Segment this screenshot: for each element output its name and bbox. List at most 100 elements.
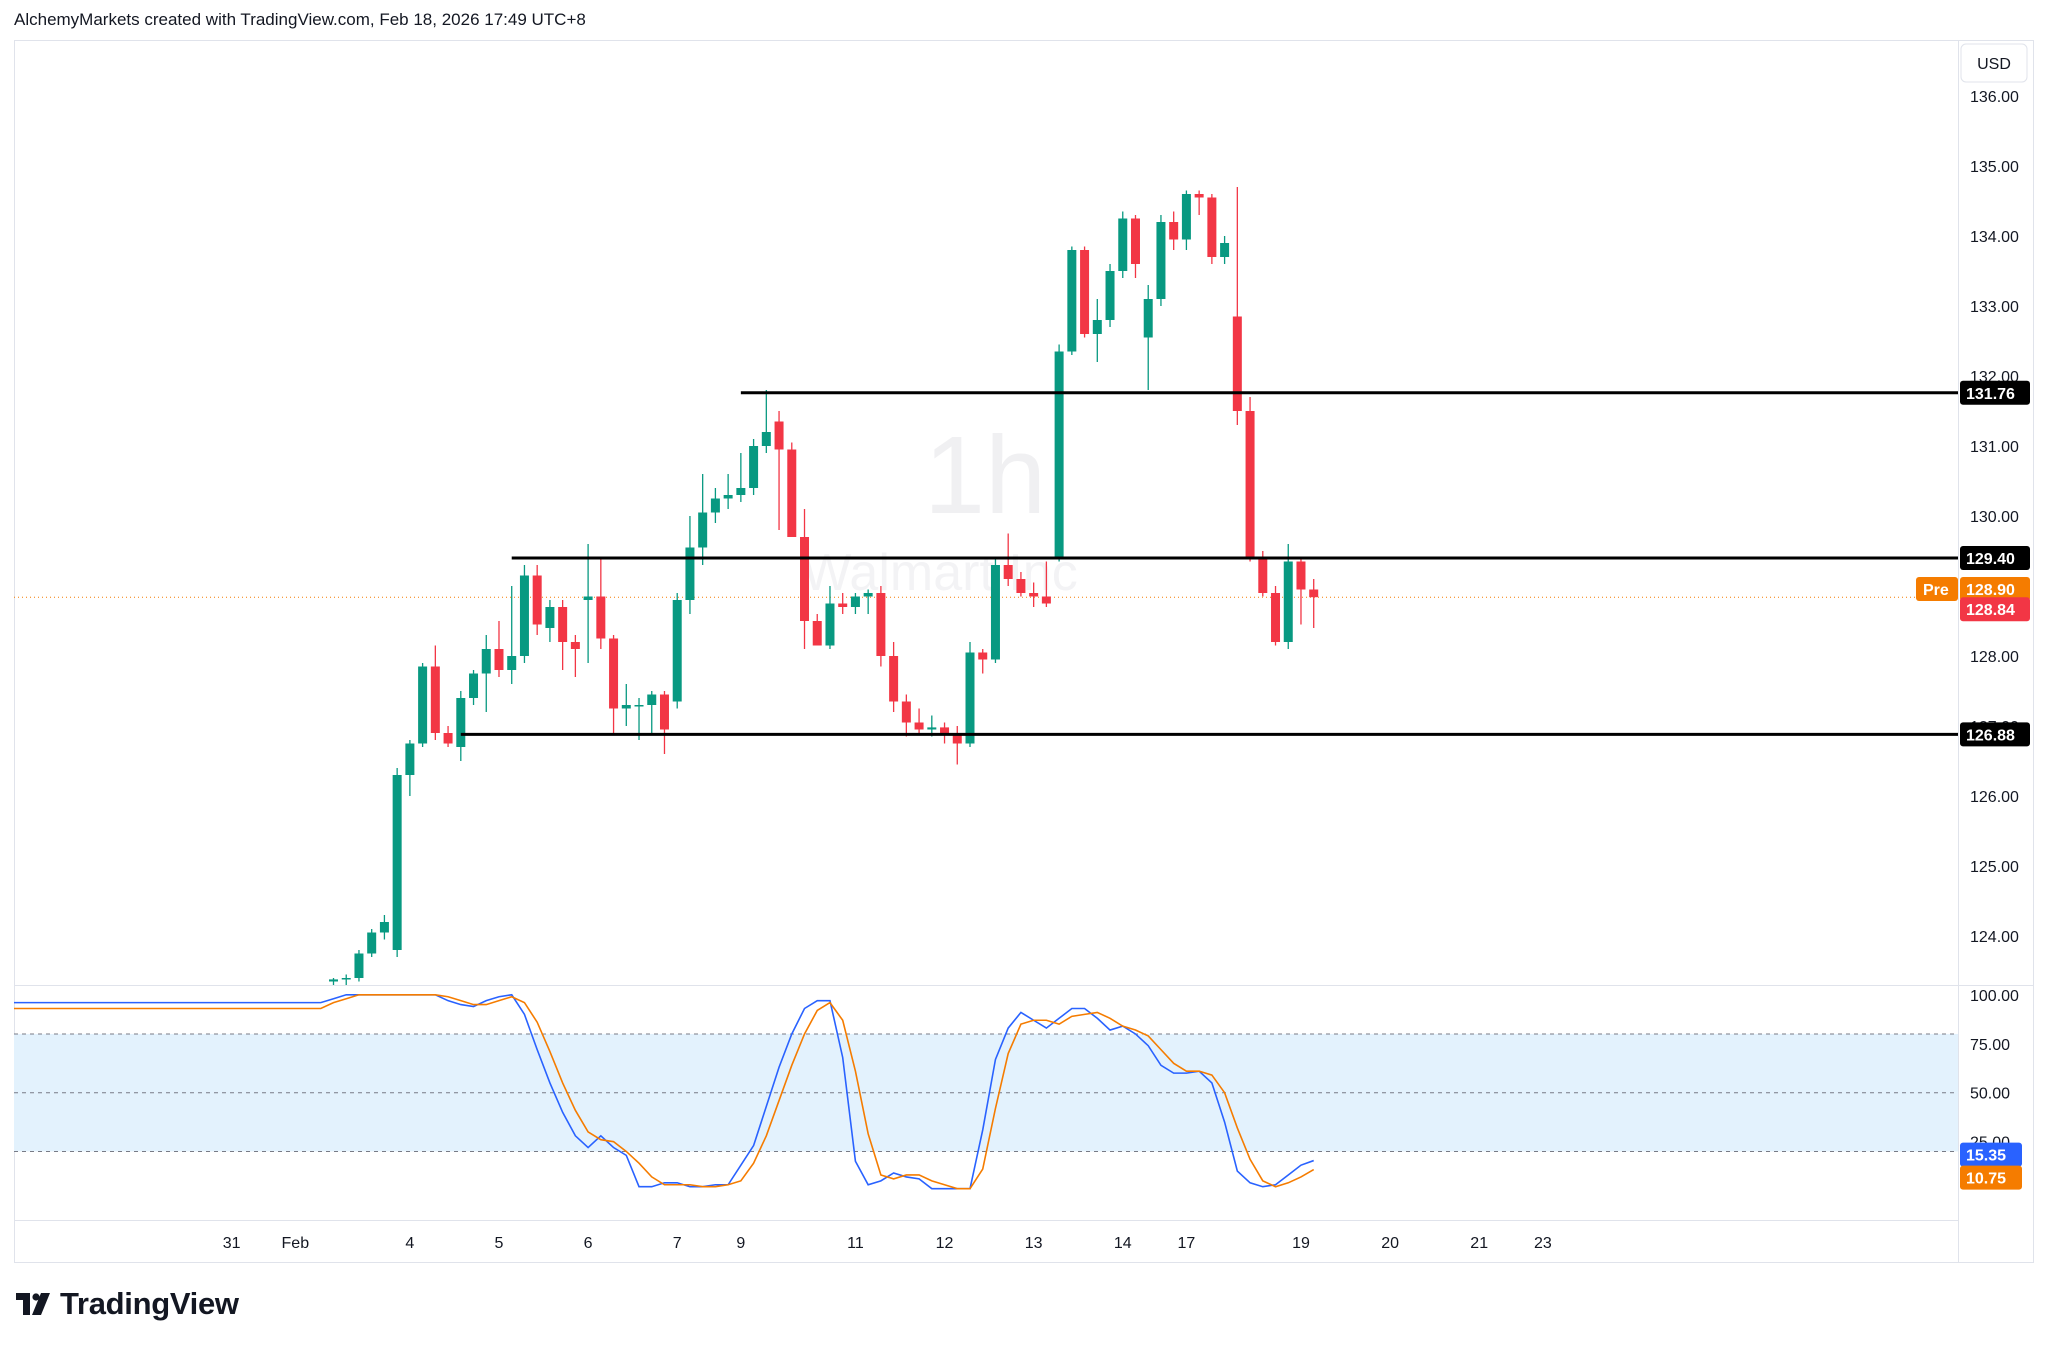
candle [367, 929, 377, 957]
candle-body [1029, 593, 1039, 597]
candle [876, 586, 886, 667]
stochastic-k-tag: 15.35 [1960, 1142, 2022, 1167]
candle-body [1271, 593, 1281, 642]
stochastic-tick-label: 50.00 [1970, 1086, 2010, 1103]
candle [1029, 582, 1039, 607]
price-axis[interactable]: 124.00125.00126.00127.00128.00129.00130.… [1970, 89, 2019, 946]
candle-body [1207, 197, 1217, 257]
candle-body [545, 607, 555, 628]
tradingview-wordmark: TradingView [60, 1286, 239, 1321]
candle [787, 442, 797, 537]
level-price-tag-bg [1960, 722, 2030, 747]
candle-body [1143, 299, 1153, 338]
candle [965, 642, 975, 747]
stochastic-tick-label: 75.00 [1970, 1037, 2010, 1054]
stochastic-d-line [14, 993, 1315, 1190]
last-price-tag-text: 128.84 [1966, 602, 2015, 619]
candle-body [1118, 218, 1128, 271]
candle-body [876, 593, 886, 656]
time-tick-label: 6 [584, 1235, 593, 1252]
candle [481, 635, 491, 712]
candle [901, 694, 911, 737]
stochastic-lines [14, 993, 1315, 1190]
candle [405, 740, 415, 796]
candle [914, 708, 924, 733]
time-tick-label: 21 [1470, 1235, 1488, 1252]
candle [1309, 579, 1319, 628]
tradingview-logo-icon [16, 1293, 50, 1315]
candle [532, 565, 542, 635]
stochastic-k-tag-text: 15.35 [1966, 1148, 2006, 1165]
stochastic-band-fill [14, 1033, 1958, 1152]
candle-body [1296, 561, 1306, 590]
candle [863, 589, 873, 614]
candle [1105, 264, 1115, 327]
candle-body [1092, 320, 1102, 334]
pre-session-label: Pre [1916, 577, 1958, 601]
candle-body [367, 932, 377, 954]
candle-body [1169, 222, 1179, 240]
candle-body [430, 666, 440, 733]
candle-body [1245, 411, 1255, 558]
stochastic-tick-label: 100.00 [1970, 988, 2019, 1005]
tradingview-logo[interactable]: TradingView [16, 1286, 239, 1322]
candle-body [774, 421, 784, 450]
candle-body [901, 701, 911, 723]
currency-label: USD [1977, 56, 2011, 73]
candle-body [1258, 558, 1268, 593]
candle [621, 684, 631, 726]
horizontal-levels[interactable] [460, 391, 1958, 736]
candle [1130, 215, 1140, 278]
time-tick-label: 23 [1534, 1235, 1552, 1252]
candle-body [583, 596, 593, 600]
candle-body [952, 733, 962, 744]
candle [494, 621, 504, 677]
candle [812, 614, 822, 646]
candle-body [507, 656, 517, 670]
candle-body [1130, 218, 1140, 264]
candle [1271, 586, 1281, 646]
candle-body [379, 922, 389, 933]
currency-box[interactable] [1960, 43, 2028, 83]
candle [545, 600, 555, 642]
price-tick-label: 128.00 [1970, 649, 2019, 666]
candle [418, 663, 428, 747]
candle [698, 474, 708, 565]
level-price-tag: 129.40 [1960, 546, 2030, 570]
stochastic-d-tag: 10.75 [1960, 1165, 2022, 1190]
candle [570, 635, 580, 677]
candle [443, 726, 453, 747]
candle-body [329, 979, 338, 982]
candle [1207, 194, 1217, 264]
time-tick-label: 9 [736, 1235, 745, 1252]
candle-body [354, 953, 364, 978]
candle-body [723, 495, 733, 499]
candle-body [800, 537, 810, 621]
stochastic-d-tag-bg [1960, 1165, 2022, 1190]
watermark-symbol: Walmart Inc [802, 544, 1077, 602]
candle [430, 645, 440, 740]
candle-body [1181, 194, 1191, 240]
candle-body [519, 575, 529, 656]
candle [1143, 285, 1153, 390]
time-axis[interactable]: 31 Feb 4 5 6 7 9 11 12 13 14 17 19 20 21 23 [223, 1235, 1552, 1252]
candle [838, 593, 848, 614]
candle-body [570, 642, 580, 649]
candle-body [596, 596, 606, 639]
price-tick-label: 131.00 [1970, 439, 2019, 456]
candle-body [1067, 250, 1077, 352]
candle-body [863, 593, 873, 597]
candle-body [1105, 271, 1115, 320]
candle [952, 726, 962, 765]
candle [456, 691, 466, 761]
time-tick-label: 19 [1292, 1235, 1310, 1252]
candle-body [850, 596, 860, 607]
candle-body [532, 575, 542, 625]
level-price-tag-bg [1960, 380, 2030, 405]
candle [850, 593, 860, 614]
level-price-tag-text: 129.40 [1966, 551, 2015, 568]
candle [583, 544, 593, 663]
candle-body [990, 565, 1000, 660]
